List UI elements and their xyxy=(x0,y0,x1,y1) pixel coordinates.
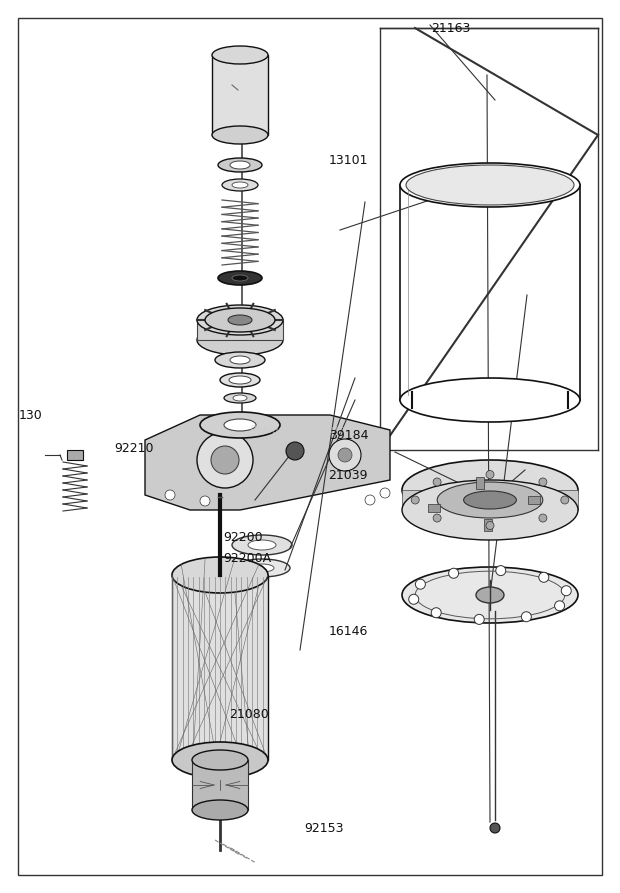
Ellipse shape xyxy=(197,305,283,335)
Ellipse shape xyxy=(402,460,578,520)
Circle shape xyxy=(490,823,500,833)
Circle shape xyxy=(521,612,531,622)
Ellipse shape xyxy=(218,271,262,285)
Circle shape xyxy=(486,471,494,479)
Bar xyxy=(172,575,268,760)
Ellipse shape xyxy=(233,395,247,401)
Text: 21080: 21080 xyxy=(229,708,269,721)
Ellipse shape xyxy=(232,535,292,555)
Bar xyxy=(484,519,492,531)
Circle shape xyxy=(211,446,239,474)
Ellipse shape xyxy=(192,800,248,820)
Text: 130: 130 xyxy=(19,409,42,421)
Ellipse shape xyxy=(212,46,268,64)
Ellipse shape xyxy=(200,412,280,438)
Bar xyxy=(428,504,440,512)
Ellipse shape xyxy=(476,587,504,603)
Text: 16146: 16146 xyxy=(329,625,368,638)
Circle shape xyxy=(496,565,506,576)
Ellipse shape xyxy=(248,540,276,550)
Text: 92200A: 92200A xyxy=(223,552,272,564)
Circle shape xyxy=(449,568,459,579)
Bar xyxy=(192,760,248,810)
Polygon shape xyxy=(145,415,390,510)
Ellipse shape xyxy=(222,179,258,191)
Text: 92210: 92210 xyxy=(115,442,154,455)
Ellipse shape xyxy=(400,163,580,207)
Text: 39184: 39184 xyxy=(329,430,368,442)
Ellipse shape xyxy=(229,376,251,384)
Bar xyxy=(67,450,83,460)
Text: 92153: 92153 xyxy=(304,822,343,835)
Bar xyxy=(402,490,578,510)
Circle shape xyxy=(411,496,419,504)
Circle shape xyxy=(409,594,419,605)
Bar xyxy=(476,477,484,489)
Circle shape xyxy=(561,586,571,596)
Text: ReplacementParts.com: ReplacementParts.com xyxy=(250,425,370,435)
Circle shape xyxy=(338,448,352,462)
Ellipse shape xyxy=(205,308,275,332)
Ellipse shape xyxy=(464,491,516,509)
Ellipse shape xyxy=(212,126,268,144)
Circle shape xyxy=(365,491,375,501)
Text: 21163: 21163 xyxy=(431,22,471,35)
Ellipse shape xyxy=(197,325,283,355)
Ellipse shape xyxy=(228,315,252,325)
Circle shape xyxy=(286,442,304,460)
Ellipse shape xyxy=(218,158,262,172)
Ellipse shape xyxy=(230,356,250,364)
Circle shape xyxy=(431,608,441,618)
Ellipse shape xyxy=(402,567,578,623)
Ellipse shape xyxy=(172,742,268,778)
Text: 21039: 21039 xyxy=(329,469,368,481)
Ellipse shape xyxy=(232,275,248,281)
Ellipse shape xyxy=(224,419,256,431)
Ellipse shape xyxy=(224,393,256,403)
Circle shape xyxy=(380,496,390,506)
Ellipse shape xyxy=(400,378,580,422)
Ellipse shape xyxy=(402,480,578,540)
Bar xyxy=(212,55,268,135)
Circle shape xyxy=(433,514,441,522)
Ellipse shape xyxy=(172,557,268,593)
Bar xyxy=(528,496,540,504)
Ellipse shape xyxy=(250,564,274,572)
Circle shape xyxy=(539,514,547,522)
Circle shape xyxy=(433,478,441,486)
Circle shape xyxy=(486,522,494,530)
Circle shape xyxy=(165,494,175,504)
Ellipse shape xyxy=(192,750,248,770)
Circle shape xyxy=(474,614,484,624)
Bar xyxy=(197,320,283,340)
Ellipse shape xyxy=(230,161,250,169)
Text: 13101: 13101 xyxy=(329,154,368,167)
Ellipse shape xyxy=(215,352,265,368)
Ellipse shape xyxy=(234,559,290,577)
Ellipse shape xyxy=(437,482,542,518)
Circle shape xyxy=(539,572,549,582)
Circle shape xyxy=(539,478,547,486)
Ellipse shape xyxy=(220,373,260,387)
Ellipse shape xyxy=(232,182,248,188)
Text: 92200: 92200 xyxy=(223,531,263,544)
Circle shape xyxy=(555,601,565,611)
Bar xyxy=(168,38,313,438)
Circle shape xyxy=(561,496,569,504)
Circle shape xyxy=(197,432,253,488)
Circle shape xyxy=(329,439,361,471)
Ellipse shape xyxy=(406,165,574,205)
Circle shape xyxy=(415,580,425,589)
Circle shape xyxy=(200,494,210,504)
